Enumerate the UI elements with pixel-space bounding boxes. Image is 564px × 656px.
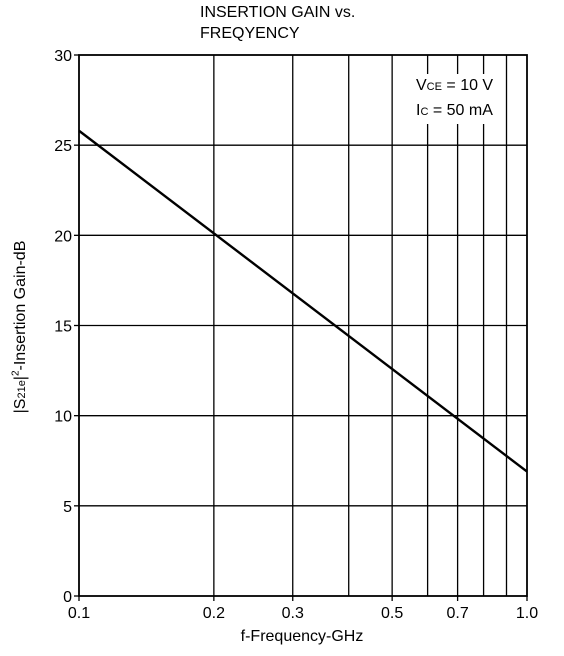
y-tick-label: 25 <box>54 138 72 155</box>
x-tick-label: 1.0 <box>516 605 538 622</box>
x-axis-label: f-Frequency-GHz <box>240 628 364 645</box>
x-tick-label: 0.5 <box>381 605 403 622</box>
y-tick-label: 10 <box>54 409 72 426</box>
y-tick-label: 30 <box>54 48 72 65</box>
condition-ic: IC = 50 mA <box>416 102 493 119</box>
y-axis-label: |S21e|2-Insertion Gain-dB <box>10 240 29 414</box>
conditions-box: VCE = 10 V IC = 50 mA <box>414 74 496 124</box>
gain-curve <box>78 129 528 473</box>
y-tick-label: 5 <box>63 499 72 516</box>
y-tick-label: 15 <box>54 319 72 336</box>
chart-title-line-1: INSERTION GAIN vs. <box>200 4 356 21</box>
chart-title-line-2: FREQYENCY <box>200 25 300 42</box>
x-tick-label: 0.2 <box>203 605 225 622</box>
x-tick-label: 0.3 <box>282 605 304 622</box>
x-tick-label: 0.1 <box>68 605 90 622</box>
condition-vce: VCE = 10 V <box>416 77 494 94</box>
y-tick-label: 0 <box>63 589 72 606</box>
chart-title: INSERTION GAIN vs. FREQYENCY <box>200 2 355 44</box>
x-tick-label: 0.7 <box>446 605 468 622</box>
y-tick-label: 20 <box>54 228 72 245</box>
